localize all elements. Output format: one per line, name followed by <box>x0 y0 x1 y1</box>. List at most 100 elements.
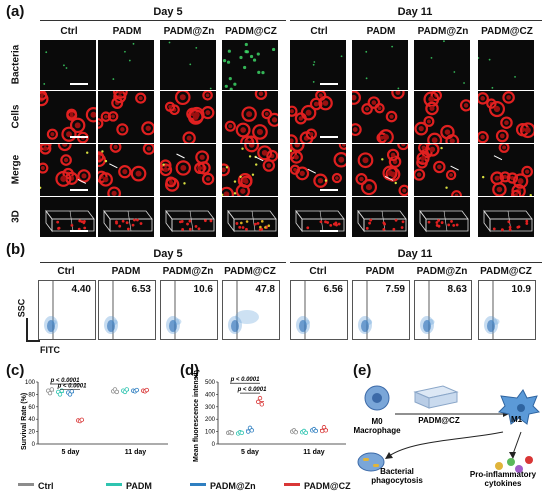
panel-b-day5-divider <box>40 262 286 263</box>
data-point <box>255 399 261 405</box>
m0-label: M0 <box>371 417 383 426</box>
m1-label: M1 <box>511 415 523 424</box>
data-point <box>323 428 328 433</box>
panel-a-day11-divider <box>290 20 542 21</box>
y-tick-label: 20 <box>28 430 35 436</box>
panel-b-day5-title: Day 5 <box>153 248 183 260</box>
micrograph-tile <box>414 197 470 237</box>
arrow-head-icon <box>509 452 516 459</box>
data-point <box>245 429 251 434</box>
panel-a-day11-title: Day 11 <box>397 6 433 18</box>
panel-a-col-header: PADM@Zn <box>417 26 469 37</box>
legend-swatch <box>18 483 34 487</box>
panel-a-col-header: PADM <box>112 26 142 37</box>
flow-cytometry-plot: 6.53 <box>98 280 156 340</box>
flow-gate-percentage: 10.9 <box>511 284 531 295</box>
panel-a-day5-title: Day 5 <box>153 6 183 18</box>
data-point <box>69 389 74 394</box>
panel-a-row-header: 3D <box>10 210 22 223</box>
data-point <box>229 430 234 436</box>
legend-item: Ctrl <box>18 476 54 494</box>
p-value-annotation: p < 0.0001 <box>230 377 261 383</box>
legend-item: PADM <box>106 476 152 494</box>
panel-d-points <box>226 395 328 436</box>
phagocytosis-cell-icon <box>357 452 385 472</box>
panel-b-y-arrow <box>26 318 28 340</box>
x-tick-label: 11 day <box>303 449 325 456</box>
panel-d-y-label: Mean fluorescence intensity <box>193 370 200 462</box>
micrograph-tile <box>290 144 346 196</box>
panel-a-col-header: PADM@CZ <box>225 26 277 37</box>
x-tick-label: 5 day <box>241 449 259 456</box>
micrograph-tile <box>290 91 346 143</box>
micrograph-tile <box>40 91 96 143</box>
micrograph-tile <box>160 91 216 143</box>
data-point <box>313 428 318 434</box>
panel-a-label: (a) <box>6 3 25 20</box>
panel-b-label: (b) <box>6 241 26 258</box>
y-tick-label: 200 <box>205 417 216 423</box>
panel-b-col-header: PADM <box>365 266 395 277</box>
micrograph-tile <box>222 197 278 237</box>
data-point <box>144 387 149 393</box>
legend-swatch <box>284 483 300 487</box>
panel-b-col-header: PADM@Zn <box>162 266 214 277</box>
panel-a-col-header: Ctrl <box>310 26 328 37</box>
data-point <box>124 387 129 392</box>
scale-bar <box>70 189 88 191</box>
y-tick-label: 500 <box>205 380 216 386</box>
data-point <box>303 430 308 436</box>
panel-e-schematic: M0 Macrophage PADM@CZ M1 Bacterial phago… <box>353 385 541 488</box>
panel-d-annotations: p < 0.0001 p < 0.0001 <box>230 377 267 394</box>
data-point <box>319 428 325 434</box>
panel-c-y-label: Survival Rate (%) <box>21 393 28 450</box>
m0-macrophage-icon <box>364 385 390 411</box>
arrow-head-icon <box>385 452 393 459</box>
micrograph-tile <box>160 144 216 196</box>
cytokine-arrow <box>512 431 522 455</box>
micrograph-tile <box>352 91 408 143</box>
scale-bar <box>320 136 338 138</box>
micrograph-tile <box>222 144 278 196</box>
y-tick-label: 100 <box>25 380 36 386</box>
panel-a-col-header: PADM@Zn <box>163 26 215 37</box>
micrograph-tile <box>98 40 154 90</box>
micrograph-tile <box>160 197 216 237</box>
micrograph-tile <box>40 144 96 196</box>
data-point <box>259 402 264 407</box>
m1-macrophage-icon <box>497 389 541 425</box>
scale-bar <box>70 83 88 85</box>
micrograph-tile <box>98 91 154 143</box>
flow-gate-percentage: 6.56 <box>323 284 343 295</box>
scale-bar <box>320 230 338 232</box>
legend-item: PADM@CZ <box>284 476 351 494</box>
micrograph-tile <box>352 197 408 237</box>
data-point <box>239 430 244 436</box>
panel-c-label: (c) <box>6 362 25 379</box>
cytokines-label-line1: Pro-inflammatory <box>470 470 537 479</box>
legend-label: PADM@CZ <box>304 481 351 491</box>
panel-b-col-header: PADM@CZ <box>480 266 532 277</box>
flow-gate-percentage: 6.53 <box>131 284 151 295</box>
legend: Ctrl PADM PADM@Zn PADM@CZ <box>18 476 358 492</box>
panel-a-row-header: Cells <box>10 104 22 129</box>
panel-a-row-header: Bacteria <box>10 44 22 85</box>
p-value-annotation: p < 0.0001 <box>50 378 81 384</box>
micrograph-tile <box>478 40 534 90</box>
flow-cytometry-plot: 10.9 <box>478 280 536 340</box>
cytokines-label-line2: cytokines <box>485 479 522 488</box>
flow-gate-percentage: 10.6 <box>193 284 213 295</box>
panel-c-axes: 0 20 40 60 80 100 5 day 11 day <box>25 380 168 456</box>
panel-a-col-header: Ctrl <box>60 26 78 37</box>
y-tick-label: 80 <box>28 392 35 398</box>
x-tick-label: 5 day <box>62 449 80 456</box>
data-point <box>249 428 254 433</box>
legend-label: PADM <box>126 481 152 491</box>
data-point <box>134 387 139 393</box>
scale-bar <box>70 230 88 232</box>
micrograph-tile <box>40 40 96 90</box>
legend-swatch <box>190 483 206 487</box>
data-point <box>79 417 84 423</box>
panel-d-label: (d) <box>180 362 200 379</box>
